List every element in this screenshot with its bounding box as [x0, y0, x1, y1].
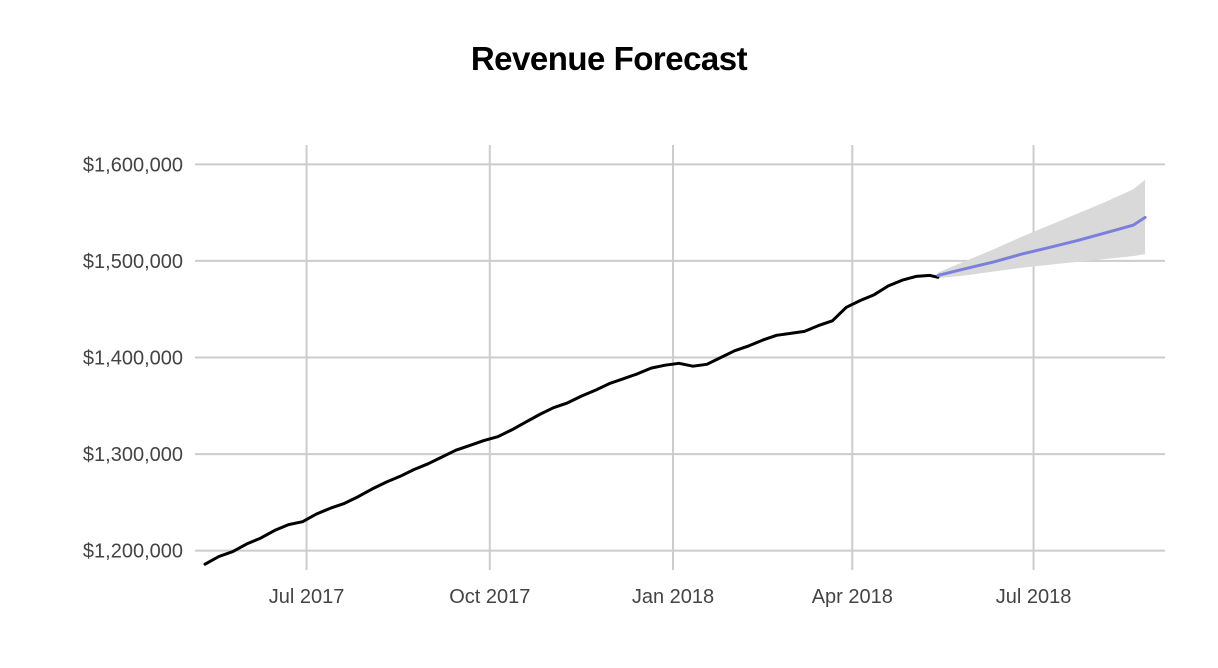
forecast-point [1048, 246, 1051, 249]
y-tick-label: $1,500,000 [83, 251, 183, 273]
actual-point [315, 512, 318, 516]
forecast-point [1104, 231, 1107, 235]
actual-point [552, 406, 555, 409]
actual-point [886, 284, 890, 288]
actual-point [231, 550, 234, 553]
grid-lines [195, 145, 1165, 570]
actual-point [789, 332, 792, 335]
actual-point [859, 299, 862, 302]
actual-revenue-line [203, 273, 940, 566]
actual-point [496, 435, 499, 438]
y-tick-label: $1,200,000 [83, 541, 183, 563]
actual-point [817, 324, 820, 327]
actual-point [719, 356, 722, 359]
actual-point [217, 555, 221, 558]
actual-point [622, 377, 625, 380]
actual-point [914, 275, 918, 278]
forecast-point [1143, 216, 1147, 219]
actual-point [747, 344, 750, 348]
actual-point [468, 444, 472, 447]
actual-point [705, 363, 709, 366]
actual-point [287, 523, 290, 526]
actual-point [245, 542, 248, 546]
actual-point [343, 502, 346, 505]
actual-point [775, 334, 778, 337]
actual-point [873, 293, 876, 296]
forecast-band-layer [937, 179, 1146, 279]
axis-tick-labels: $1,200,000 $1,300,000 $1,400,000 $1,500,000… [83, 154, 1071, 608]
x-tick-label: Jan 2018 [632, 586, 714, 608]
actual-point [566, 401, 569, 405]
x-tick-label: Jul 2017 [269, 586, 345, 608]
forecast-point [964, 267, 967, 270]
chart-title: Revenue Forecast [470, 40, 748, 77]
x-tick-label: Apr 2018 [812, 586, 893, 608]
actual-point [845, 306, 848, 309]
y-tick-label: $1,600,000 [83, 154, 183, 176]
actual-point [454, 449, 458, 452]
actual-point [831, 319, 834, 322]
y-tick-label: $1,400,000 [83, 348, 183, 370]
actual-point [803, 330, 806, 333]
actual-point [677, 362, 681, 365]
actual-point [928, 274, 932, 277]
actual-point [538, 413, 541, 416]
actual-point [663, 364, 667, 367]
forecast-point [936, 274, 940, 277]
actual-point [412, 468, 416, 471]
actual-point [691, 365, 695, 368]
actual-point [385, 480, 388, 484]
actual-point [399, 475, 402, 478]
actual-point [482, 439, 485, 442]
forecast-point [1020, 252, 1023, 256]
actual-point [761, 338, 764, 342]
actual-point [649, 366, 653, 370]
actual-point [329, 507, 332, 510]
actual-point [301, 520, 304, 523]
actual-point [733, 349, 736, 352]
actual-point [203, 563, 207, 566]
actual-point [259, 536, 262, 540]
forecast-point [1131, 224, 1135, 227]
actual-point [510, 428, 513, 432]
actual-point [357, 495, 360, 498]
actual-point [273, 529, 276, 532]
actual-point [371, 487, 374, 491]
actual-point [900, 279, 904, 282]
actual-point [608, 382, 611, 385]
forecast-point [1076, 239, 1079, 242]
forecast-confidence-band [937, 179, 1146, 279]
actual-point [426, 462, 430, 465]
actual-point [636, 372, 639, 376]
actual-point [440, 455, 444, 459]
x-tick-label: Jul 2018 [996, 586, 1072, 608]
series-lines [203, 215, 1147, 566]
x-tick-label: Oct 2017 [449, 586, 530, 608]
actual-point [580, 394, 583, 398]
actual-point [524, 421, 527, 424]
forecast-point [992, 260, 995, 264]
y-tick-label: $1,300,000 [83, 444, 183, 466]
actual-point [594, 389, 597, 392]
